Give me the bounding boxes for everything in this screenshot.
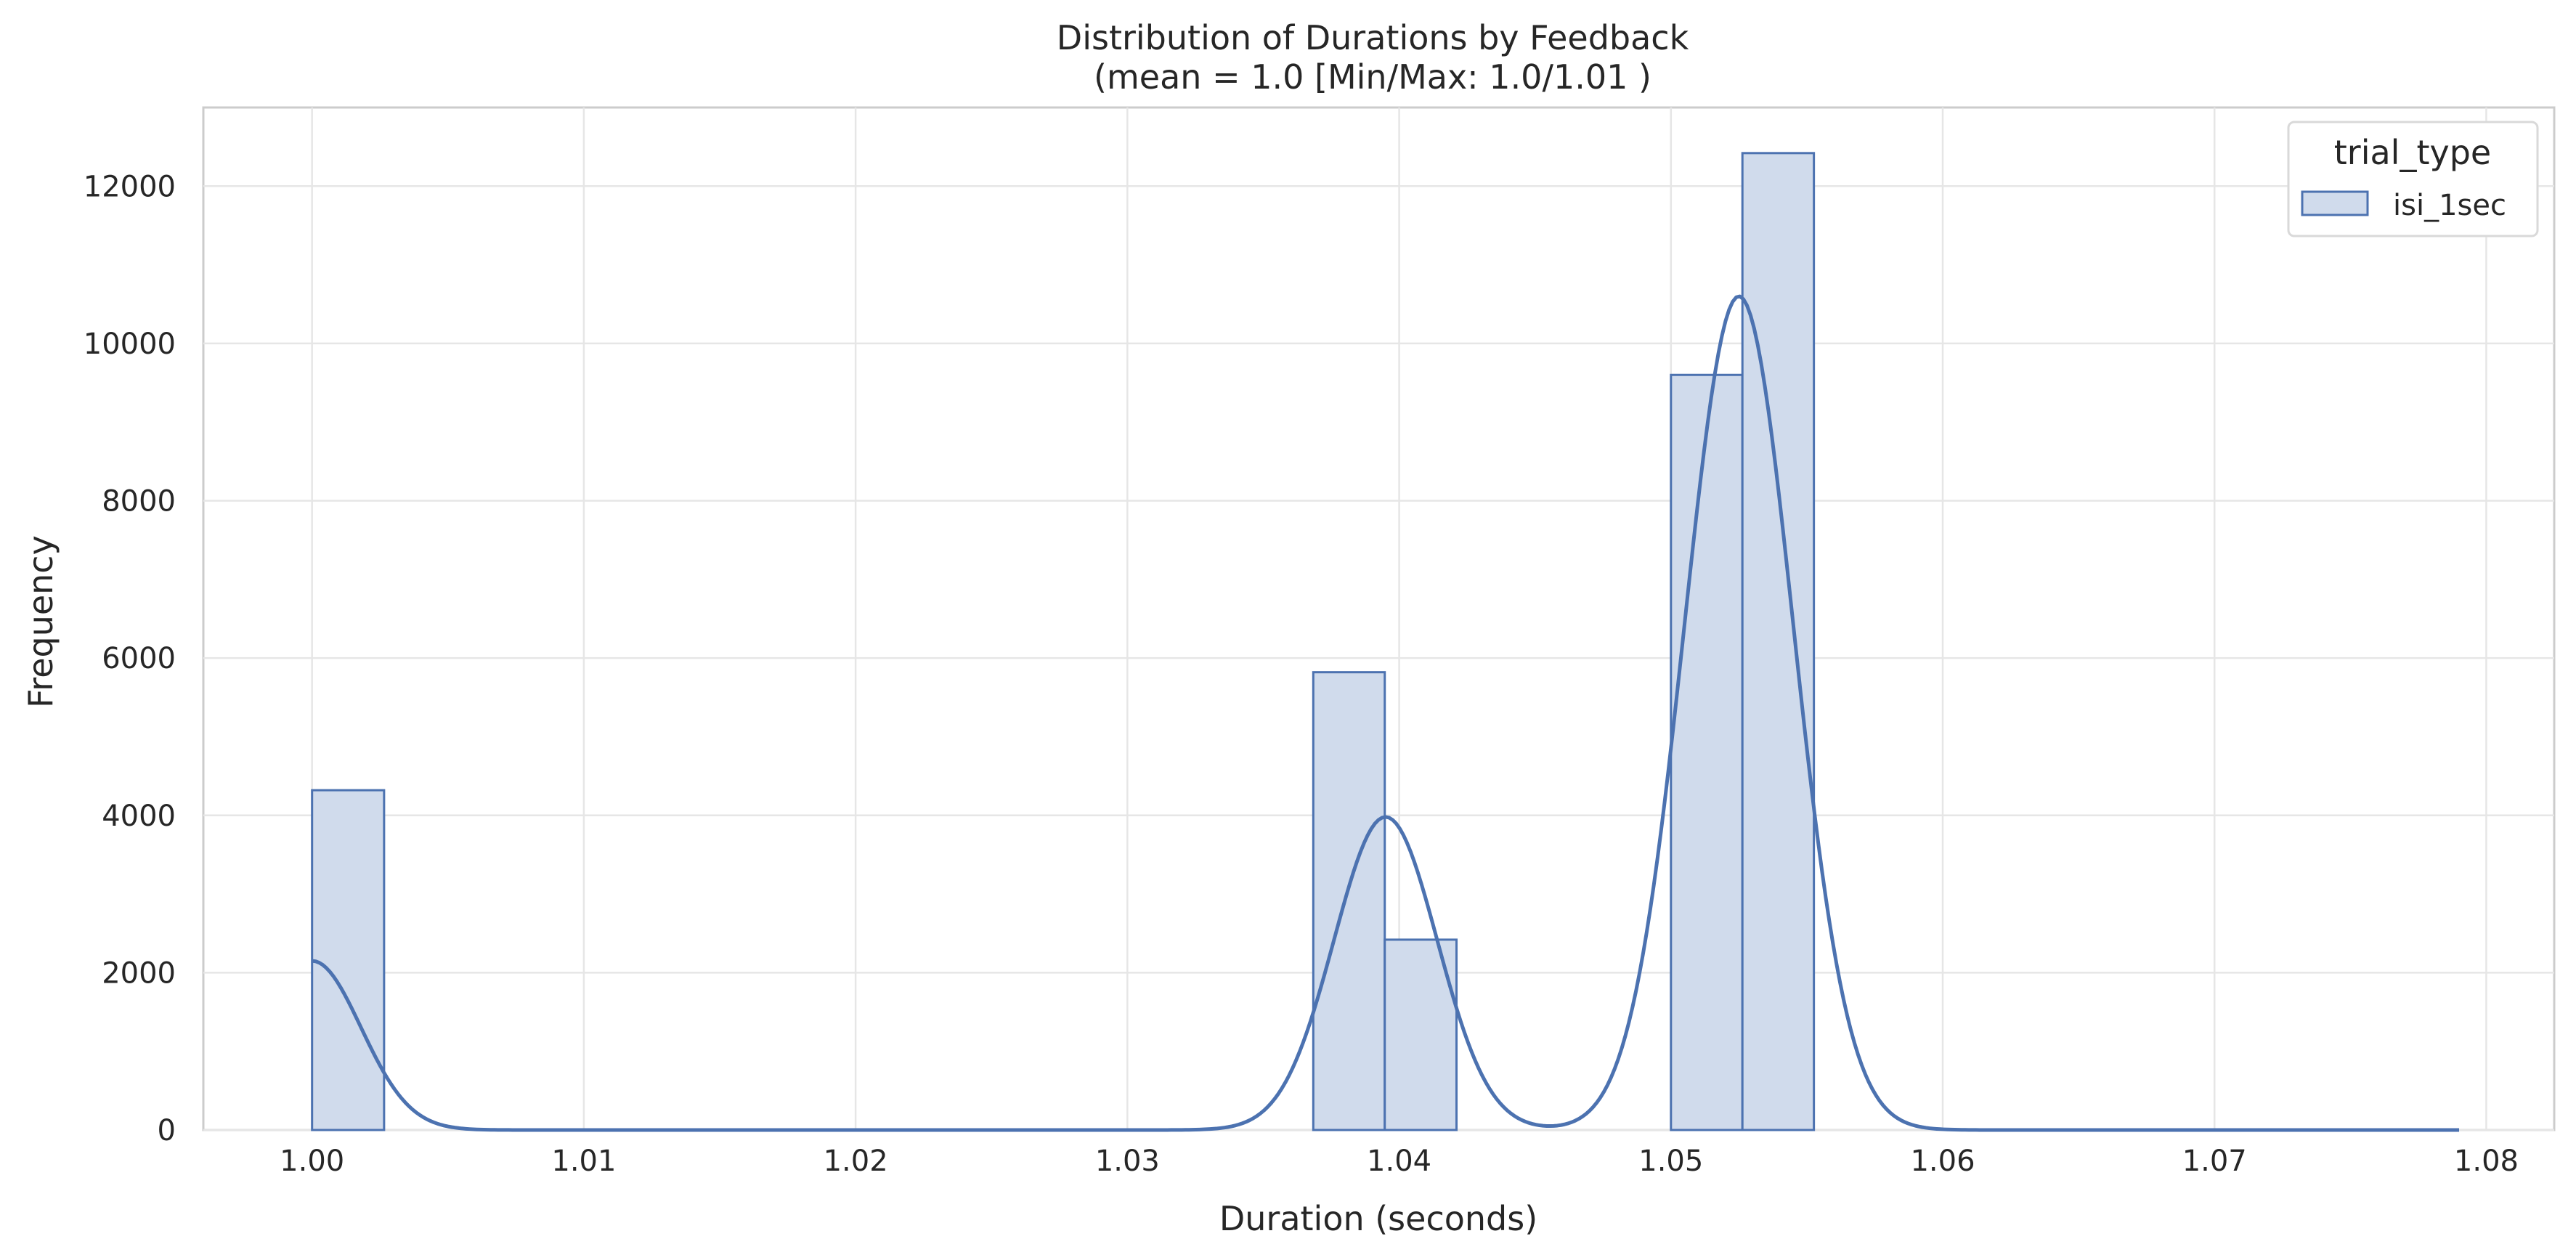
x-axis-label: Duration (seconds) <box>1219 1199 1537 1238</box>
y-tick-label: 12000 <box>84 170 176 203</box>
y-tick-label: 2000 <box>102 956 176 990</box>
kde-curve <box>312 294 2460 1132</box>
histogram-bar <box>311 789 386 1131</box>
histogram-bar <box>1741 152 1816 1131</box>
y-tick-label: 4000 <box>102 800 176 833</box>
legend-swatch <box>2301 190 2369 216</box>
x-tick-label: 1.02 <box>824 1145 888 1178</box>
kde-curve-layer <box>312 294 2460 1132</box>
y-tick-label: 6000 <box>102 642 176 675</box>
legend-label: isi_1sec <box>2393 189 2506 222</box>
chart-title-line1: Distribution of Durations by Feedback <box>1057 18 1689 57</box>
x-tick-label: 1.00 <box>280 1145 344 1178</box>
chart-title-line2: (mean = 1.0 [Min/Max: 1.0/1.01 ) <box>1094 57 1651 97</box>
x-tick-label: 1.03 <box>1095 1145 1160 1178</box>
y-tick-label: 0 <box>158 1114 176 1147</box>
y-tick-label: 10000 <box>84 328 176 361</box>
x-tick-label: 1.06 <box>1910 1145 1975 1178</box>
tick-labels: 1.00 1.01 1.02 1.03 1.04 1.05 1.06 1.07 1.08 0 200… <box>84 170 2519 1178</box>
histogram-bars <box>311 152 1816 1131</box>
x-tick-label: 1.04 <box>1367 1145 1431 1178</box>
y-axis-label: Frequency <box>21 535 60 708</box>
histogram-bar <box>1670 373 1744 1131</box>
x-tick-label: 1.08 <box>2454 1145 2519 1178</box>
legend-title: trial_type <box>2334 133 2491 172</box>
x-tick-label: 1.05 <box>1638 1145 1703 1178</box>
y-tick-label: 8000 <box>102 485 176 519</box>
legend: trial_type isi_1sec <box>2287 121 2539 237</box>
x-tick-label: 1.01 <box>551 1145 616 1178</box>
histogram-bar <box>1312 671 1386 1131</box>
x-tick-label: 1.07 <box>2182 1145 2247 1178</box>
